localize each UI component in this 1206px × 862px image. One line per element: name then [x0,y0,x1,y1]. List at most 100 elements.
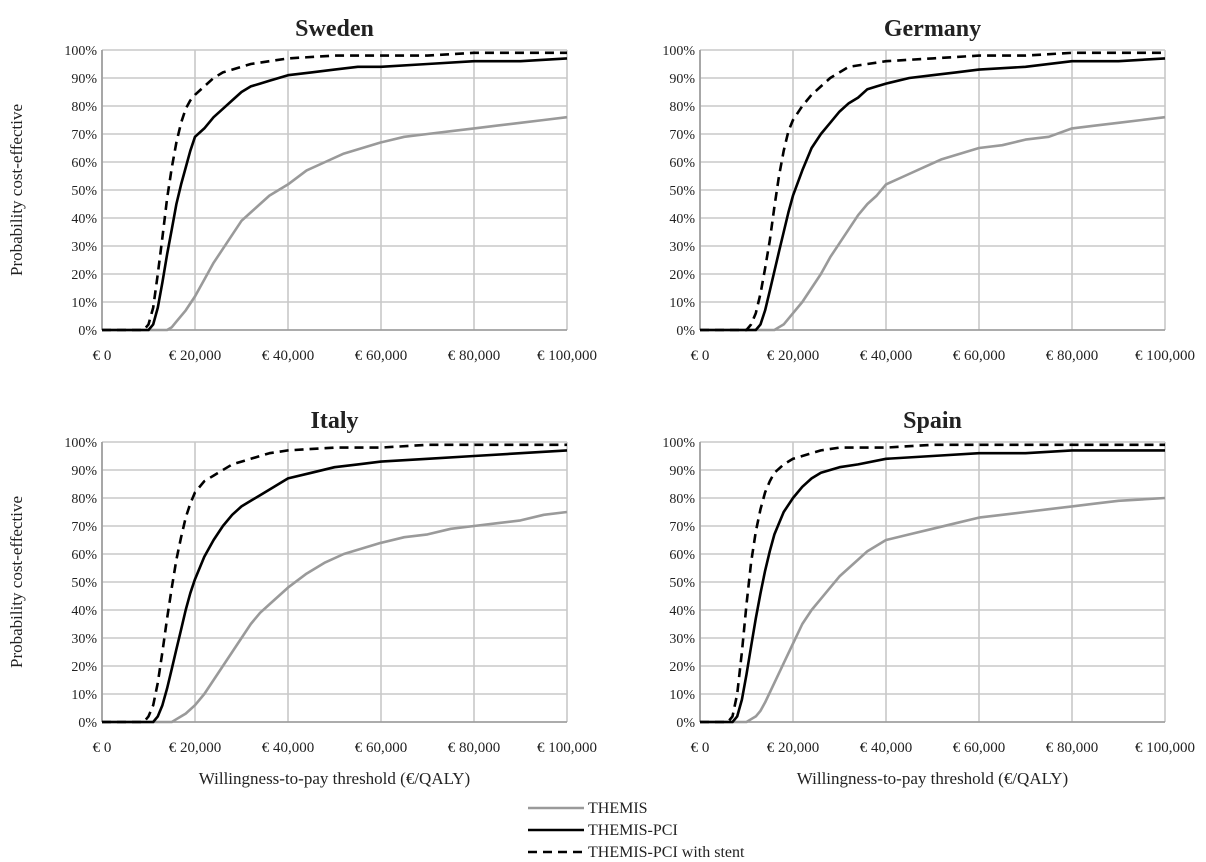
x-tick-label: € 60,000 [953,348,1006,364]
series-line-themis [700,115,1166,332]
x-tick-label: € 40,000 [262,348,315,364]
y-tick-label: 10% [669,688,695,703]
y-tick-label: 50% [669,184,695,199]
x-tick-label: € 20,000 [169,740,222,756]
chart-panel-sweden: 0% 10% 20% 30% 40% 50% 60% 70% 80% 90% 100% € 0 € 20… [7,16,597,364]
y-tick-label: 30% [669,240,695,255]
y-tick-label: 10% [71,296,97,311]
x-tick-label: € 60,000 [355,348,408,364]
y-tick-label: 60% [71,548,97,563]
legend-label: THEMIS-PCI [588,822,678,839]
series-line-themis-pci-with-stent [102,443,567,724]
x-tick-label: € 60,000 [953,740,1006,756]
y-tick-label: 90% [71,72,97,87]
y-tick-label: 40% [71,212,97,227]
x-tick-label: € 20,000 [767,348,820,364]
series-line-themis-pci [102,449,568,724]
legend: THEMIS THEMIS-PCI THEMIS-PCI with stent [528,800,745,861]
y-tick-label: 90% [669,464,695,479]
x-tick-label: € 0 [691,348,710,364]
y-tick-label: 0% [676,324,695,339]
y-axis-title: Probability cost-effective [7,104,26,276]
y-tick-label: 30% [71,632,97,647]
y-tick-label: 100% [662,44,695,59]
y-tick-label: 30% [669,632,695,647]
y-tick-label: 40% [71,604,97,619]
y-tick-label: 80% [71,100,97,115]
x-tick-label: € 80,000 [1046,740,1099,756]
y-tick-label: 60% [71,156,97,171]
y-tick-label: 10% [71,688,97,703]
y-tick-label: 70% [71,520,97,535]
x-axis-title: Willingness-to-pay threshold (€/QALY) [797,769,1068,788]
series-line-themis-pci [102,57,568,332]
series-line-themis-pci [700,57,1166,332]
x-axis-title: Willingness-to-pay threshold (€/QALY) [199,769,470,788]
y-tick-label: 80% [71,492,97,507]
x-tick-label: € 40,000 [262,740,315,756]
x-tick-label: € 100,000 [1135,348,1195,364]
y-axis-title: Probability cost-effective [7,496,26,668]
x-tick-label: € 100,000 [537,740,597,756]
y-tick-label: 0% [78,716,97,731]
series-line-themis-pci-with-stent [700,443,1165,724]
legend-item-themis-pci-with-stent: THEMIS-PCI with stent [528,844,745,861]
x-tick-label: € 80,000 [448,348,501,364]
x-tick-label: € 0 [93,740,112,756]
x-tick-label: € 0 [93,348,112,364]
y-tick-label: 60% [669,548,695,563]
y-tick-label: 10% [669,296,695,311]
y-tick-label: 100% [64,44,97,59]
y-tick-label: 50% [71,184,97,199]
chart-title: Germany [884,16,981,42]
series-line-themis [102,115,568,332]
y-tick-label: 20% [71,660,97,675]
y-tick-label: 50% [669,576,695,591]
x-tick-label: € 60,000 [355,740,408,756]
x-tick-label: € 20,000 [767,740,820,756]
y-tick-label: 0% [78,324,97,339]
x-tick-label: € 100,000 [1135,740,1195,756]
x-tick-label: € 0 [691,740,710,756]
chart-panel-italy: 0% 10% 20% 30% 40% 50% 60% 70% 80% 90% 100% € 0 € 20… [7,408,597,788]
chart-panel-spain: 0% 10% 20% 30% 40% 50% 60% 70% 80% 90% 100% € 0 € 20… [662,408,1195,788]
legend-label: THEMIS [588,800,648,817]
legend-item-themis-pci: THEMIS-PCI [528,822,678,839]
y-tick-label: 30% [71,240,97,255]
series-line-themis-pci [700,449,1165,724]
x-tick-label: € 80,000 [448,740,501,756]
series-line-themis-pci-with-stent [700,51,1165,332]
y-tick-label: 90% [71,464,97,479]
chart-panel-germany: 0% 10% 20% 30% 40% 50% 60% 70% 80% 90% 100% € 0 € 20… [662,16,1195,364]
chart-title: Spain [903,408,962,434]
y-tick-label: 60% [669,156,695,171]
y-tick-label: 80% [669,492,695,507]
y-tick-label: 100% [662,436,695,451]
y-tick-label: 80% [669,100,695,115]
y-tick-label: 70% [71,128,97,143]
y-tick-label: 40% [669,212,695,227]
y-tick-label: 0% [676,716,695,731]
chart-title: Sweden [295,16,374,42]
series-line-themis [700,496,1166,724]
y-tick-label: 50% [71,576,97,591]
series-line-themis [102,510,568,724]
y-tick-label: 20% [669,660,695,675]
x-tick-label: € 80,000 [1046,348,1099,364]
y-tick-label: 20% [669,268,695,283]
y-tick-label: 40% [669,604,695,619]
legend-label: THEMIS-PCI with stent [588,844,745,861]
x-tick-label: € 100,000 [537,348,597,364]
y-tick-label: 100% [64,436,97,451]
legend-item-themis: THEMIS [528,800,648,817]
y-tick-label: 70% [669,128,695,143]
x-tick-label: € 40,000 [860,348,913,364]
series-line-themis-pci-with-stent [102,51,567,332]
x-tick-label: € 20,000 [169,348,222,364]
y-tick-label: 20% [71,268,97,283]
y-tick-label: 70% [669,520,695,535]
y-tick-label: 90% [669,72,695,87]
chart-title: Italy [311,408,359,434]
x-tick-label: € 40,000 [860,740,913,756]
